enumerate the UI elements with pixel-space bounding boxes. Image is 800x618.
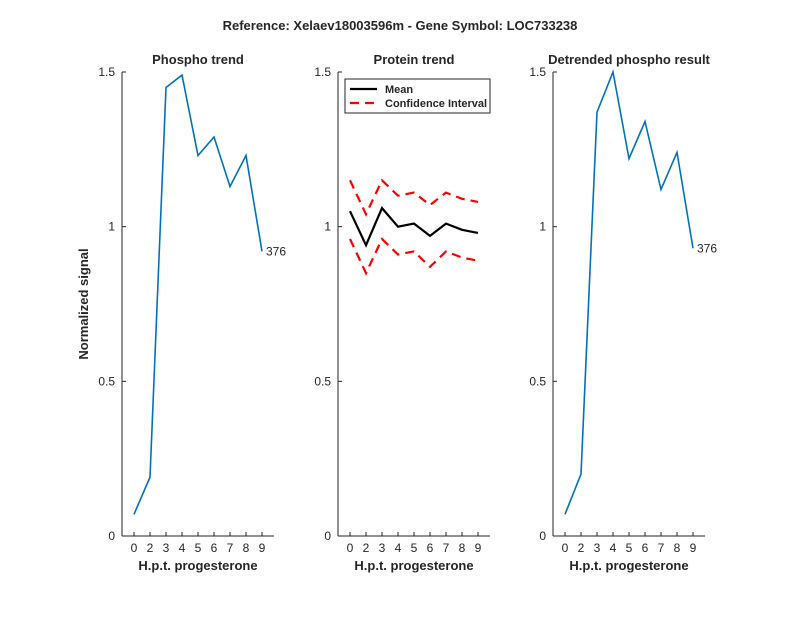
y-tick-label: 1 — [108, 220, 115, 234]
x-tick-label: 9 — [475, 541, 482, 555]
x-tick-label: 3 — [379, 541, 386, 555]
y-tick-label: 1 — [324, 220, 331, 234]
y-tick-label: 1 — [539, 220, 546, 234]
x-tick-label: 4 — [395, 541, 402, 555]
x-tick-label: 3 — [594, 541, 601, 555]
panel-title: Protein trend — [374, 52, 455, 67]
y-tick-label: 0.5 — [98, 374, 115, 388]
x-axis-label: H.p.t. progesterone — [354, 558, 473, 573]
x-tick-label: 7 — [227, 541, 234, 555]
x-tick-label: 6 — [211, 541, 218, 555]
x-tick-label: 4 — [610, 541, 617, 555]
y-axis-label: Normalized signal — [76, 248, 91, 359]
x-tick-label: 5 — [411, 541, 418, 555]
legend-box — [344, 78, 491, 114]
series-line-confidence-interval — [349, 178, 479, 217]
y-tick-label: 1.5 — [529, 65, 546, 79]
legend-entry: Confidence Interval — [385, 98, 487, 110]
x-tick-label: 8 — [674, 541, 681, 555]
x-tick-label: 5 — [195, 541, 202, 555]
series-line-confidence-interval-lower — [349, 237, 479, 276]
point-annotation: 376 — [266, 244, 286, 258]
x-axis-label: H.p.t. progesterone — [138, 558, 257, 573]
y-tick-label: 0 — [539, 529, 546, 543]
x-tick-label: 6 — [427, 541, 434, 555]
y-tick-label: 0 — [324, 529, 331, 543]
x-tick-label: 5 — [626, 541, 633, 555]
series-line-series-1 — [564, 69, 694, 515]
panel-title: Phospho trend — [152, 52, 244, 67]
x-tick-label: 7 — [658, 541, 665, 555]
y-tick-label: 0 — [108, 529, 115, 543]
x-tick-label: 7 — [443, 541, 450, 555]
x-tick-label: 8 — [459, 541, 466, 555]
x-axis-label: H.p.t. progesterone — [569, 558, 688, 573]
series-line-mean — [349, 206, 479, 248]
y-tick-label: 1.5 — [314, 65, 331, 79]
x-tick-label: 8 — [243, 541, 250, 555]
x-tick-label: 2 — [578, 541, 585, 555]
x-tick-label: 2 — [147, 541, 154, 555]
legend-entry: Mean — [385, 84, 413, 96]
x-tick-label: 4 — [179, 541, 186, 555]
y-tick-label: 0.5 — [314, 374, 331, 388]
y-tick-label: 1.5 — [98, 65, 115, 79]
series-line-series-1 — [133, 73, 263, 515]
x-tick-label: 2 — [363, 541, 370, 555]
x-tick-label: 0 — [347, 541, 354, 555]
panel-title: Detrended phospho result — [548, 52, 710, 67]
y-tick-label: 0.5 — [529, 374, 546, 388]
x-tick-label: 3 — [163, 541, 170, 555]
x-tick-label: 0 — [562, 541, 569, 555]
point-annotation: 376 — [697, 241, 717, 255]
x-tick-label: 6 — [642, 541, 649, 555]
figure-suptitle: Reference: Xelaev18003596m - Gene Symbol… — [223, 18, 578, 33]
x-tick-label: 0 — [131, 541, 138, 555]
x-tick-label: 9 — [259, 541, 266, 555]
x-tick-label: 9 — [690, 541, 697, 555]
